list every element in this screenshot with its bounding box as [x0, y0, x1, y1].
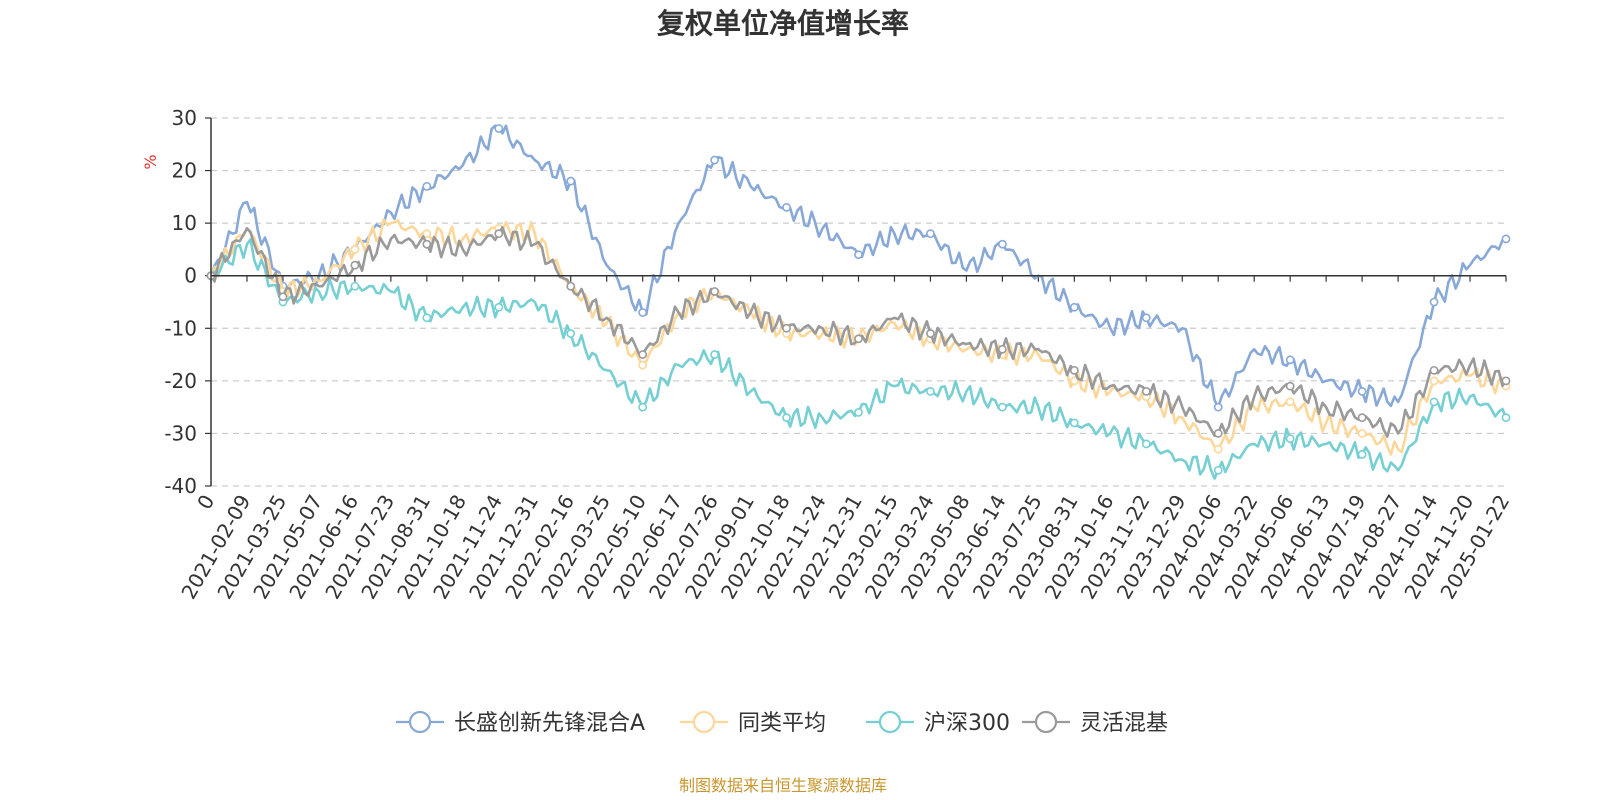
data-point [1285, 381, 1295, 391]
data-point [422, 239, 432, 249]
data-point [1429, 297, 1439, 307]
data-point [494, 229, 504, 239]
legend-marker-icon [692, 710, 716, 734]
series-0 [206, 124, 1511, 412]
data-point [1429, 376, 1439, 386]
data-point [1285, 397, 1295, 407]
data-point [1141, 313, 1151, 323]
data-point [1501, 234, 1511, 244]
series-line [209, 124, 1507, 409]
data-point [1069, 418, 1079, 428]
data-point [997, 239, 1007, 249]
data-point [710, 287, 720, 296]
data-point [638, 308, 648, 317]
data-point [782, 323, 791, 333]
legend-label: 长盛创新先锋混合A [454, 711, 645, 736]
legend-item[interactable]: 灵活混基 [1022, 710, 1168, 736]
legend-item[interactable]: 沪深300 [866, 710, 1010, 736]
data-point [782, 202, 791, 212]
data-point [926, 329, 935, 338]
chart-title: 复权单位净值增长率 [657, 7, 909, 40]
data-point [1357, 450, 1367, 459]
legend-label: 灵活混基 [1080, 711, 1168, 736]
data-point [854, 407, 863, 417]
data-source-note: 制图数据来自恒生聚源数据库 [679, 776, 887, 795]
data-point [1069, 365, 1079, 375]
y-tick-label: -30 [164, 421, 197, 445]
data-point [1141, 386, 1151, 396]
data-point [422, 313, 432, 323]
data-point [494, 124, 504, 133]
y-tick-label: -40 [164, 474, 197, 498]
data-point [1501, 413, 1511, 423]
data-point [350, 245, 360, 254]
data-point [1285, 355, 1295, 365]
data-point [997, 344, 1007, 354]
legend-label: 同类平均 [738, 711, 826, 736]
legend-item[interactable]: 同类平均 [680, 710, 826, 736]
data-point [710, 155, 720, 165]
grid-lines [211, 117, 1506, 487]
y-tick-label: 20 [172, 159, 197, 183]
data-point [1213, 444, 1223, 454]
data-point [1429, 397, 1439, 407]
data-point [854, 250, 863, 260]
data-point [1285, 434, 1295, 444]
series-lines [206, 124, 1511, 480]
y-tick-label: -10 [164, 316, 197, 340]
data-point [278, 292, 288, 302]
data-point [710, 350, 720, 359]
data-point [566, 281, 576, 291]
data-point [1069, 376, 1079, 386]
data-point [638, 350, 648, 359]
data-point [422, 229, 432, 239]
y-tick-label: 10 [172, 211, 197, 235]
data-point [566, 176, 576, 186]
data-point [854, 334, 863, 344]
data-point [782, 413, 791, 423]
y-axis-ticks: 30 20 10 0 -10 -20 -30 -40 [164, 106, 211, 498]
data-point [926, 386, 935, 396]
legend-marker-icon [1034, 710, 1058, 734]
data-point [566, 329, 576, 338]
data-point [1213, 465, 1223, 475]
data-point [1357, 413, 1367, 423]
x-tick-label: 0 [192, 491, 219, 514]
data-point [1069, 302, 1079, 312]
data-point [1213, 429, 1223, 438]
legend-marker-icon [408, 710, 432, 734]
data-point [1141, 439, 1151, 449]
y-tick-label: 30 [172, 106, 197, 130]
series-2 [206, 237, 1511, 480]
data-point [1213, 402, 1223, 412]
y-tick-label: 0 [184, 264, 197, 288]
data-point [997, 402, 1007, 412]
data-point [1357, 429, 1367, 438]
data-point [350, 260, 360, 270]
legend-item[interactable]: 长盛创新先锋混合A [396, 710, 645, 736]
data-point [1357, 386, 1367, 396]
data-point [1501, 376, 1511, 386]
data-point [638, 402, 648, 412]
data-point [350, 281, 360, 291]
legend-label: 沪深300 [924, 711, 1010, 736]
y-tick-label: -20 [164, 369, 197, 393]
series-3 [206, 226, 1511, 438]
legend-marker-icon [878, 710, 902, 734]
data-point [926, 229, 935, 239]
data-point [1429, 365, 1439, 375]
data-point [638, 360, 648, 370]
data-point [494, 302, 504, 312]
data-point [422, 181, 432, 191]
y-axis-unit: % [141, 154, 160, 169]
axes [210, 118, 1506, 486]
legend[interactable]: 长盛创新先锋混合A 同类平均 沪深300 灵活混基 [396, 710, 1168, 736]
